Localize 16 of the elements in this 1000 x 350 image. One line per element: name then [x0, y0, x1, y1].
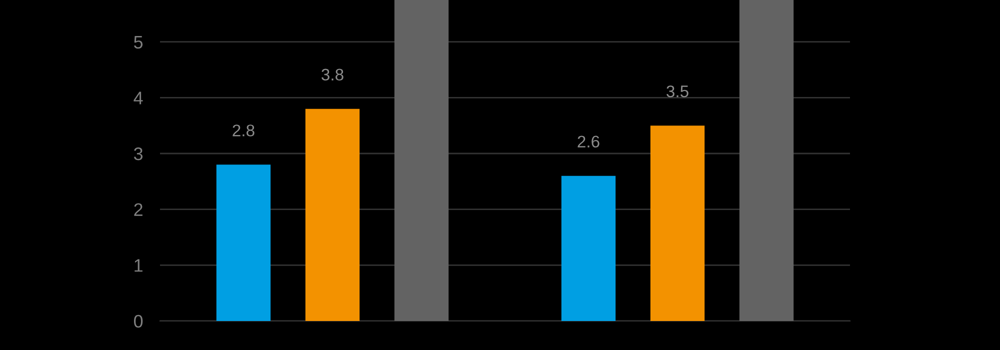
data-label: 2.6 [578, 136, 600, 148]
bar [305, 108, 360, 321]
data-label: 3.5 [666, 85, 688, 98]
y-tick-label: 4 [134, 92, 143, 104]
bar [561, 176, 616, 321]
y-tick-label: 3 [134, 147, 143, 160]
bar [650, 126, 705, 321]
y-tick-label: 2 [134, 203, 142, 216]
y-tick-label: 0 [134, 314, 143, 328]
bar [739, 0, 794, 321]
y-tick-label: 5 [134, 36, 143, 49]
bar [394, 0, 449, 321]
y-tick-label: 1 [134, 259, 142, 272]
data-label: 2.8 [232, 124, 254, 136]
data-label: 3.8 [322, 68, 344, 81]
bar [216, 164, 271, 321]
